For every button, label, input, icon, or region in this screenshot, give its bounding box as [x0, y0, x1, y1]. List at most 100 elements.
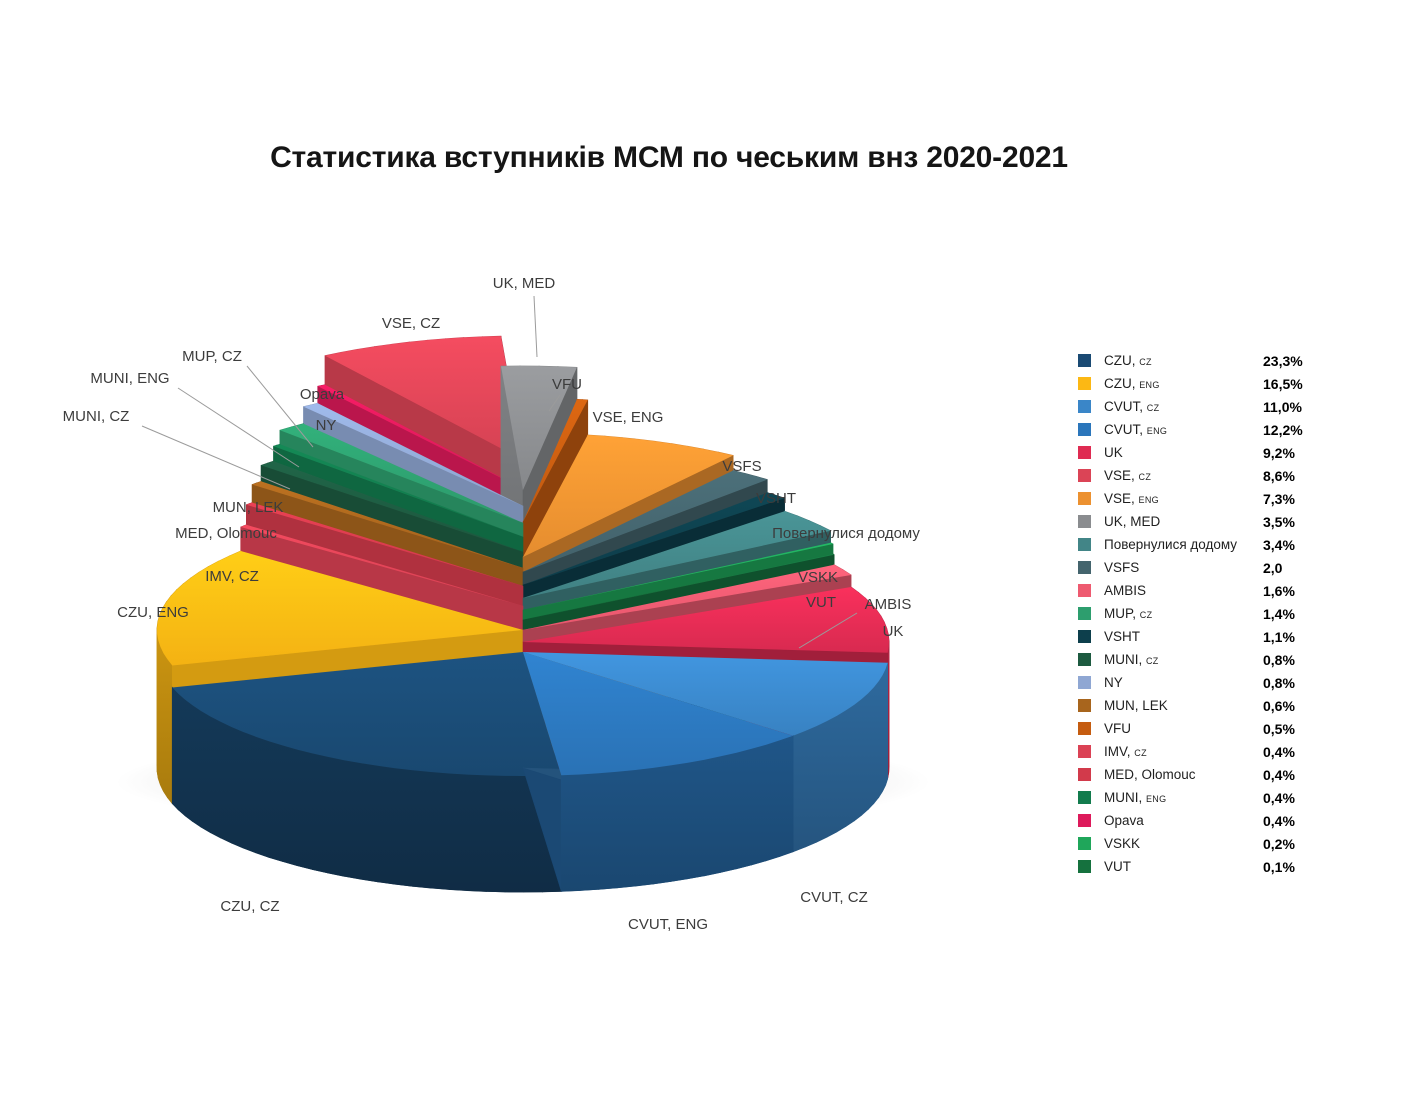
- legend-item-czu-cz: CZU, CZ 23,3%: [1078, 349, 1303, 372]
- legend-value: 1,1%: [1263, 628, 1295, 645]
- legend-swatch: [1078, 745, 1091, 758]
- legend-label: VSKK: [1104, 836, 1141, 851]
- pie-slice-label-vsfs: VSFS: [722, 458, 761, 475]
- pie-slice-label-czu-eng: CZU, ENG: [117, 604, 189, 621]
- legend-item-ny: NY 0,8%: [1078, 671, 1298, 694]
- legend-label: NY: [1104, 675, 1123, 690]
- pie-slice-czu-cz: [171, 652, 562, 893]
- legend-label: CZU, ENG: [1104, 376, 1160, 391]
- legend-label-suffix: ENG: [1138, 495, 1159, 505]
- legend-swatch: [1078, 492, 1091, 505]
- legend-value: 0,4%: [1263, 789, 1295, 806]
- legend-swatch: [1078, 584, 1091, 597]
- legend-label: IMV, CZ: [1104, 744, 1147, 759]
- pie-slice-label-imv-cz: IMV, CZ: [205, 568, 259, 585]
- legend-value: 0,4%: [1263, 812, 1295, 829]
- legend-item-vut: VUT 0,1%: [1078, 855, 1298, 878]
- legend-label: VSHT: [1104, 629, 1141, 644]
- pie-slice-label-muni-eng: MUNI, ENG: [90, 370, 169, 387]
- legend-item-cvut-eng: CVUT, ENG 12,2%: [1078, 418, 1303, 441]
- legend-label: UK, MED: [1104, 514, 1161, 529]
- legend-item-vse-cz: VSE, CZ 8,6%: [1078, 464, 1298, 487]
- legend-item-mup-cz: MUP, CZ 1,4%: [1078, 602, 1298, 625]
- legend-swatch: [1078, 676, 1091, 689]
- legend-value: 0,4%: [1263, 743, 1295, 760]
- legend-swatch: [1078, 423, 1091, 436]
- legend-value: 23,3%: [1263, 352, 1303, 369]
- legend-value: 7,3%: [1263, 490, 1295, 507]
- legend-label: CVUT, ENG: [1104, 422, 1168, 437]
- pie-slice-label-mup-cz: MUP, CZ: [182, 348, 242, 365]
- pie-slice-label-ambis: AMBIS: [865, 596, 912, 613]
- legend-swatch: [1078, 354, 1091, 367]
- legend-swatch: [1078, 446, 1091, 459]
- legend-item-mun-lek: MUN, LEK 0,6%: [1078, 694, 1298, 717]
- legend-label-suffix: ENG: [1146, 794, 1167, 804]
- legend-item-повернулися-додому: Повернулися додому 3,4%: [1078, 533, 1298, 556]
- legend-swatch: [1078, 515, 1091, 528]
- legend-swatch: [1078, 814, 1091, 827]
- label-leader-line: [141, 425, 291, 490]
- pie-slice-label-cvut-eng: CVUT, ENG: [628, 916, 708, 933]
- legend-swatch: [1078, 860, 1091, 873]
- pie-slice-label-mun-lek: MUN, LEK: [213, 499, 284, 516]
- legend-item-vse-eng: VSE, ENG 7,3%: [1078, 487, 1298, 510]
- chart-title: Статистика вступників МСМ по чеським внз…: [270, 141, 1068, 174]
- legend-value: 9,2%: [1263, 444, 1295, 461]
- legend-item-czu-eng: CZU, ENG 16,5%: [1078, 372, 1303, 395]
- legend-label: CZU, CZ: [1104, 353, 1152, 368]
- legend-value: 0,8%: [1263, 674, 1295, 691]
- legend-item-med-olomouc: MED, Olomouc 0,4%: [1078, 763, 1298, 786]
- legend-label: UK: [1104, 445, 1123, 460]
- legend-label: CVUT, CZ: [1104, 399, 1160, 414]
- legend-label: VSFS: [1104, 560, 1140, 575]
- legend-swatch: [1078, 400, 1091, 413]
- legend-value: 1,6%: [1263, 582, 1295, 599]
- pie-slice-label-muni-cz: MUNI, CZ: [63, 408, 130, 425]
- legend-label-suffix: ENG: [1139, 380, 1160, 390]
- legend-label: MUP, CZ: [1104, 606, 1153, 621]
- legend-label: VSE, CZ: [1104, 468, 1152, 483]
- legend-swatch: [1078, 561, 1091, 574]
- label-leader-line: [533, 295, 538, 358]
- legend-swatch: [1078, 377, 1091, 390]
- legend-swatch: [1078, 653, 1091, 666]
- pie-slice-label-opava: Opava: [300, 386, 345, 403]
- pie-slice-label-vfu: VFU: [552, 376, 582, 393]
- legend-label: Opava: [1104, 813, 1144, 828]
- legend-label: MUNI, CZ: [1104, 652, 1159, 667]
- legend-swatch: [1078, 469, 1091, 482]
- label-leader-line: [177, 387, 300, 468]
- legend-item-muni-eng: MUNI, ENG 0,4%: [1078, 786, 1298, 809]
- legend: CZU, CZ 23,3% CZU, ENG 16,5% CVUT, CZ 11,0% CV…: [1078, 349, 1303, 878]
- legend-swatch: [1078, 699, 1091, 712]
- legend-item-opava: Opava 0,4%: [1078, 809, 1298, 832]
- legend-item-muni-cz: MUNI, CZ 0,8%: [1078, 648, 1298, 671]
- legend-label-suffix: CZ: [1146, 656, 1159, 666]
- pie-slice-label-vut: VUT: [806, 594, 836, 611]
- pie-slice-label-повернулися-додому: Повернулися додому: [772, 525, 920, 542]
- legend-value: 16,5%: [1263, 375, 1303, 392]
- legend-item-vfu: VFU 0,5%: [1078, 717, 1298, 740]
- legend-label-suffix: CZ: [1139, 357, 1152, 367]
- legend-item-imv-cz: IMV, CZ 0,4%: [1078, 740, 1298, 763]
- legend-value: 3,4%: [1263, 536, 1295, 553]
- legend-label-suffix: CZ: [1139, 610, 1153, 620]
- label-leader-line: [548, 394, 561, 412]
- legend-swatch: [1078, 607, 1091, 620]
- legend-label: MUNI, ENG: [1104, 790, 1167, 805]
- pie-slice-label-vse-cz: VSE, CZ: [382, 315, 440, 332]
- legend-swatch: [1078, 538, 1091, 551]
- legend-item-cvut-cz: CVUT, CZ 11,0%: [1078, 395, 1302, 418]
- legend-label: VSE, ENG: [1104, 491, 1159, 506]
- legend-swatch: [1078, 791, 1091, 804]
- legend-label: MED, Olomouc: [1104, 767, 1196, 782]
- pie-slice-label-czu-cz: CZU, CZ: [220, 898, 279, 915]
- legend-label: Повернулися додому: [1104, 537, 1238, 552]
- pie-slice-label-cvut-cz: CVUT, CZ: [800, 889, 868, 906]
- legend-label-suffix: CZ: [1134, 748, 1147, 758]
- label-leader-line: [798, 612, 858, 649]
- legend-value: 0,5%: [1263, 720, 1295, 737]
